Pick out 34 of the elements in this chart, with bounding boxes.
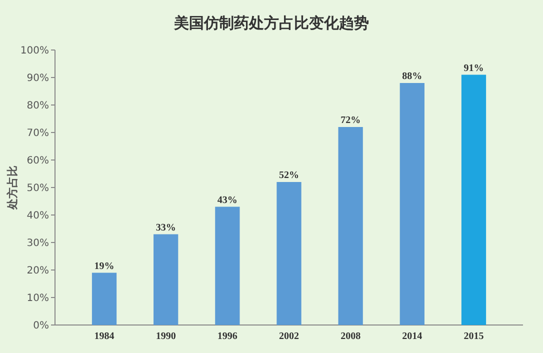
bar <box>461 74 486 325</box>
y-tick-label: 80% <box>26 100 49 112</box>
bar <box>92 272 117 325</box>
y-tick-label: 20% <box>26 266 49 276</box>
y-tick-label: 100% <box>20 46 49 56</box>
y-tick-label: 90% <box>26 73 49 84</box>
y-axis-title: 处方占比 <box>6 166 19 210</box>
data-label: 72% <box>340 115 361 126</box>
bar <box>154 234 178 325</box>
x-tick-label: 2008 <box>340 331 361 342</box>
data-label: 33% <box>156 222 176 234</box>
y-tick-label: 40% <box>26 210 49 222</box>
data-label: 19% <box>94 260 114 272</box>
data-label: 88% <box>402 71 422 82</box>
bar <box>215 206 240 325</box>
x-tick-label: 1990 <box>156 331 176 342</box>
x-tick-label: 1984 <box>94 331 114 342</box>
x-tick-label: 1996 <box>217 331 238 342</box>
data-label: 43% <box>217 194 238 206</box>
y-tick-label: 10% <box>26 293 49 304</box>
data-label: 52% <box>279 170 299 181</box>
y-tick-label: 30% <box>26 238 49 249</box>
x-tick-label: 2015 <box>464 331 484 342</box>
x-tick-label: 2002 <box>279 331 299 342</box>
chart-title: 美国仿制药处方占比变化趋势 <box>173 14 369 32</box>
data-label: 91% <box>464 62 484 74</box>
bar <box>338 127 363 325</box>
bar <box>276 182 302 325</box>
x-tick-label: 2014 <box>402 331 422 342</box>
y-tick-label: 70% <box>26 128 49 139</box>
bar <box>400 83 424 325</box>
y-tick-label: 50% <box>26 183 49 194</box>
y-tick-label: 60% <box>26 156 49 166</box>
y-tick-label: 0% <box>33 320 49 332</box>
